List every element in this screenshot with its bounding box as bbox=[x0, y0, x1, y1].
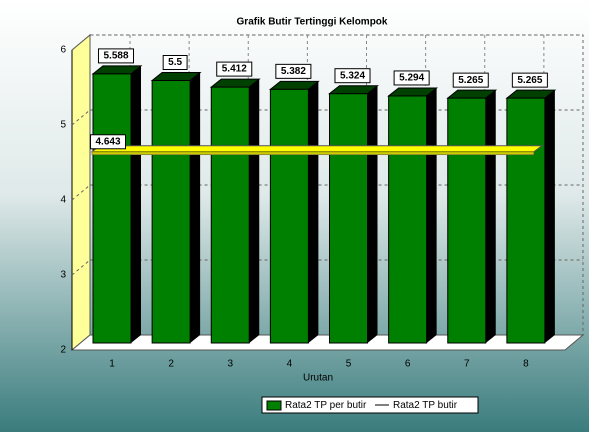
grid-line bbox=[71, 184, 583, 201]
data-label-box bbox=[334, 68, 371, 84]
data-label-box bbox=[393, 70, 430, 86]
x-tick-label: 4 bbox=[287, 359, 293, 370]
bar bbox=[329, 93, 368, 344]
data-label: 5.324 bbox=[340, 70, 365, 81]
bar-side bbox=[249, 79, 260, 343]
y-tick-label: 5 bbox=[60, 120, 66, 131]
grid-line bbox=[71, 109, 583, 126]
data-label: 5.412 bbox=[222, 64, 247, 75]
x-tick-label: 3 bbox=[227, 359, 233, 370]
bar-side bbox=[308, 81, 319, 343]
bar-side bbox=[131, 65, 141, 344]
bar bbox=[269, 88, 309, 344]
data-label: 5.265 bbox=[458, 75, 483, 86]
bar bbox=[506, 97, 546, 344]
bar bbox=[388, 95, 428, 344]
legend-swatch bbox=[266, 400, 282, 411]
legend-box bbox=[261, 396, 479, 414]
chart-title: Grafik Butir Tertinggi Kelompok bbox=[237, 17, 388, 28]
x-tick-label: 5 bbox=[346, 359, 352, 370]
x-axis-label: Urutan bbox=[303, 373, 333, 384]
y-tick-label: 6 bbox=[60, 45, 66, 56]
bar-side bbox=[426, 87, 437, 343]
grid-line bbox=[71, 259, 583, 276]
bar-side bbox=[190, 72, 201, 343]
data-label-box bbox=[97, 48, 135, 64]
ribbon bbox=[90, 145, 544, 153]
bar bbox=[210, 86, 250, 344]
bar-side bbox=[485, 90, 496, 343]
data-label: 4.643 bbox=[95, 136, 120, 147]
data-label-box bbox=[89, 134, 127, 150]
left-wall bbox=[71, 33, 91, 352]
data-label: 5.588 bbox=[103, 51, 128, 62]
x-tick-label: 6 bbox=[405, 359, 411, 370]
data-label: 5.382 bbox=[281, 66, 306, 77]
x-tick-label: 1 bbox=[109, 359, 115, 370]
legend-label: Rata2 TP per butir bbox=[285, 400, 367, 411]
x-tick-label: 8 bbox=[523, 359, 529, 370]
y-tick-label: 2 bbox=[60, 345, 66, 356]
bar bbox=[151, 80, 191, 344]
y-tick-label: 3 bbox=[60, 270, 66, 281]
x-tick-label: 2 bbox=[168, 359, 174, 370]
y-tick-label: 4 bbox=[60, 195, 66, 206]
bar bbox=[92, 73, 132, 344]
bar bbox=[447, 97, 487, 344]
data-label: 5.294 bbox=[399, 73, 424, 84]
data-label: 5.265 bbox=[517, 75, 542, 86]
bar-side bbox=[367, 85, 378, 343]
data-label-box bbox=[275, 63, 312, 79]
data-label-box bbox=[511, 72, 548, 88]
data-label-box bbox=[216, 61, 253, 77]
data-label: 5.5 bbox=[168, 57, 182, 68]
data-label-box bbox=[452, 72, 489, 88]
floor bbox=[70, 334, 585, 351]
bar-side bbox=[544, 90, 555, 343]
x-tick-label: 7 bbox=[464, 359, 470, 370]
data-label-box bbox=[162, 55, 188, 70]
legend-label: Rata2 TP butir bbox=[393, 400, 458, 411]
grid-line bbox=[71, 34, 583, 51]
